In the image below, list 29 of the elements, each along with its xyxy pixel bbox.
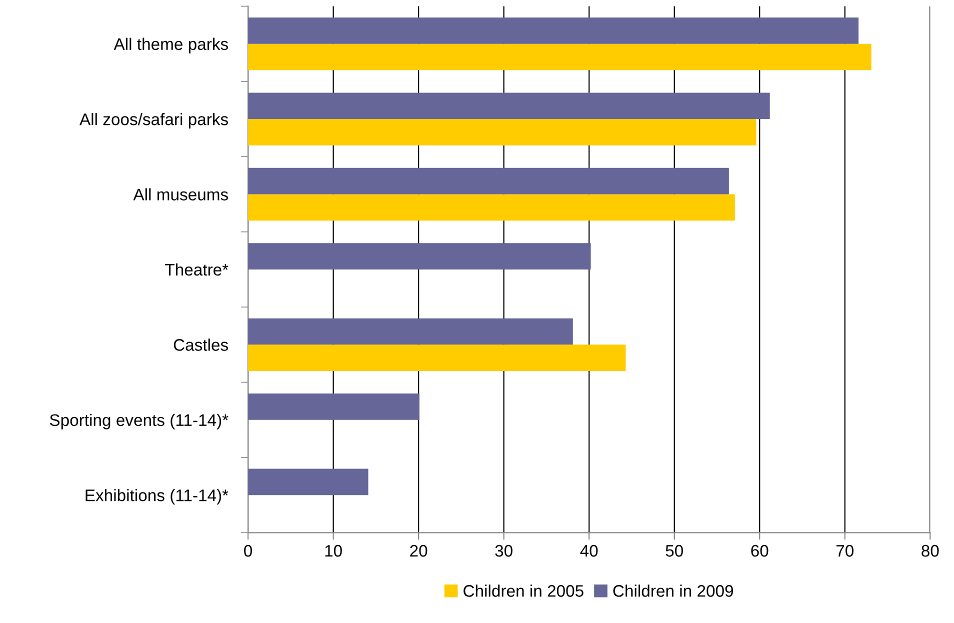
x-tick-label: 10 [325, 544, 342, 557]
y-tick-label: All museums [133, 188, 228, 200]
bar [248, 468, 368, 496]
y-tick-label: All zoos/safari parks [80, 113, 228, 129]
bar [248, 243, 591, 270]
x-tick-label: 60 [751, 544, 768, 557]
bar [248, 168, 729, 194]
legend-label: Children in 2009 [613, 584, 734, 597]
x-tick-label: 50 [666, 544, 683, 557]
x-tick-label: 0 [244, 544, 252, 557]
y-tick-label: All theme parks [114, 38, 228, 54]
x-tick-label: 40 [580, 544, 598, 557]
bar [248, 44, 872, 70]
x-tick-label: 70 [836, 544, 854, 557]
y-tick-label: Castles [174, 338, 228, 351]
y-tick-label: Sporting events (11-14)* [50, 414, 228, 430]
y-tick-label: Exhibitions (11-14)* [86, 489, 228, 505]
bar [248, 92, 770, 120]
y-tick-label: Theatre* [165, 263, 228, 276]
x-tick-label: 20 [410, 544, 428, 557]
bar [248, 318, 573, 345]
legend-label: Children in 2005 [464, 584, 584, 597]
bar [248, 394, 420, 420]
bar [248, 119, 756, 146]
x-tick-label: 80 [922, 544, 939, 557]
x-tick-label: 30 [495, 544, 512, 557]
bar [248, 344, 626, 371]
bar [248, 18, 859, 44]
bar [248, 194, 735, 221]
